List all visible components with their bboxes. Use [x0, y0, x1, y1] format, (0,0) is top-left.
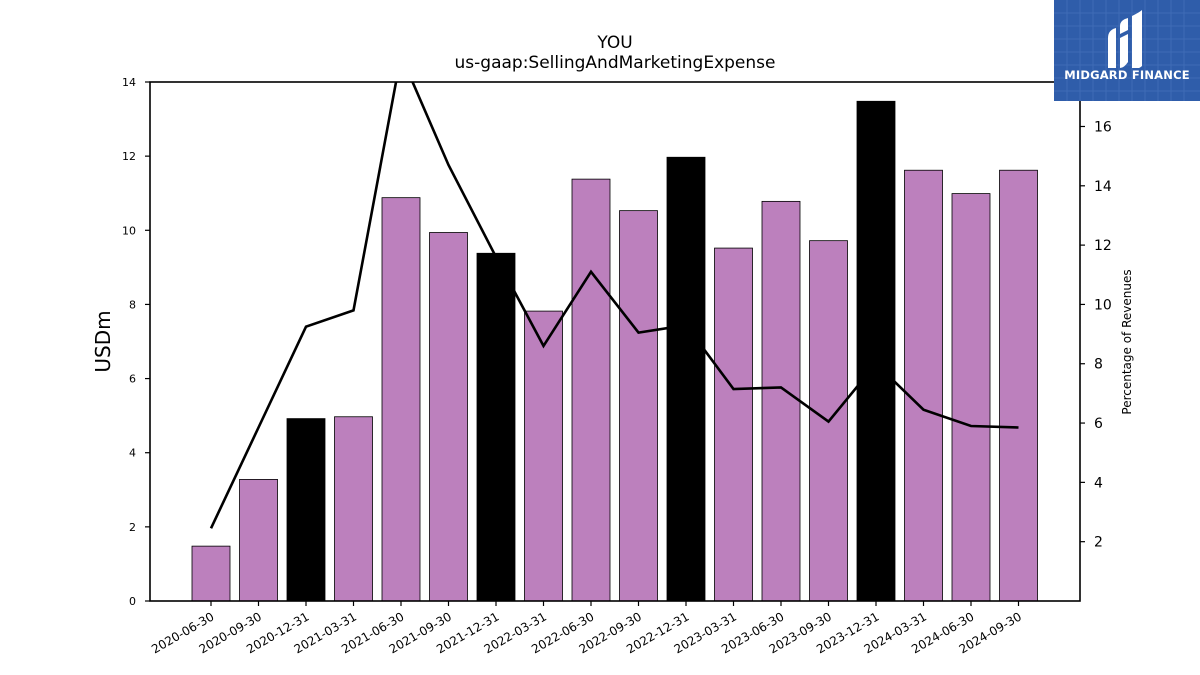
- y-tick-label: 0: [129, 595, 136, 608]
- y-tick-label: 10: [122, 224, 136, 237]
- logo-mark-icon: [1108, 10, 1142, 68]
- series-line: [209, 82, 1019, 529]
- y-tick-label: 2: [129, 521, 136, 534]
- y2-tick-label: 14: [1094, 179, 1112, 195]
- y2-axis-label: Percentage of Revenues: [1120, 269, 1134, 414]
- y2-tick-label: 6: [1094, 416, 1103, 432]
- bar: [239, 479, 278, 602]
- bar: [476, 252, 516, 602]
- y-tick-label: 6: [129, 373, 136, 386]
- bar: [619, 210, 658, 602]
- bar: [429, 232, 468, 602]
- bar: [381, 197, 421, 602]
- y-axis-label: USDm: [91, 310, 115, 372]
- logo-text: MIDGARD FINANCE: [1064, 68, 1190, 82]
- y-tick-label: 8: [129, 298, 136, 311]
- y2-tick-label: 12: [1094, 238, 1112, 254]
- y2-tick-label: 8: [1094, 357, 1103, 373]
- bar: [571, 178, 611, 602]
- bar: [334, 416, 373, 602]
- bar: [761, 200, 801, 602]
- bar: [999, 169, 1038, 602]
- y2-tick-label: 2: [1094, 535, 1103, 551]
- chart-title: YOU: [597, 33, 633, 53]
- bar: [856, 100, 896, 602]
- bar: [286, 418, 326, 602]
- bar: [951, 193, 991, 602]
- plot-frame: [149, 81, 1081, 602]
- midgard-finance-logo: MIDGARD FINANCE: [1054, 0, 1200, 101]
- y-tick-label: 12: [122, 150, 136, 163]
- bar: [666, 156, 706, 602]
- y2-tick-label: 4: [1094, 475, 1103, 491]
- y2-tick-label: 10: [1094, 297, 1112, 313]
- bar: [904, 169, 943, 602]
- chart-subtitle: us-gaap:SellingAndMarketingExpense: [454, 53, 776, 73]
- bar: [524, 310, 563, 602]
- bar: [191, 545, 231, 602]
- y-tick-label: 4: [129, 447, 136, 460]
- y-tick-label: 14: [122, 76, 136, 89]
- y2-tick-label: 16: [1094, 119, 1112, 135]
- bar: [714, 247, 753, 602]
